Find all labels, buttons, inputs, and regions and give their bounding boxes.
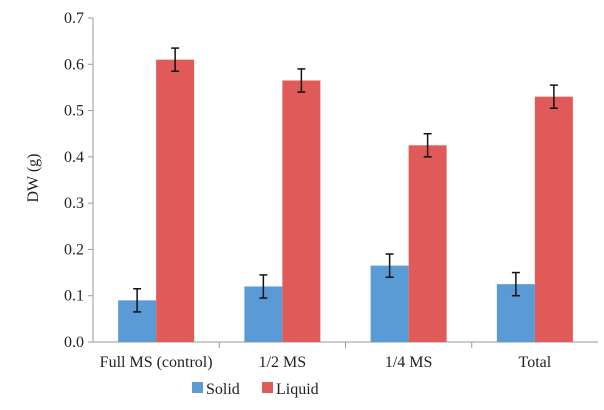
- bar-liquid-1: [156, 59, 195, 343]
- y-tick-label: 0.6: [64, 56, 84, 73]
- x-tick-label: 1/4 MS: [385, 354, 433, 371]
- bar-solid-3: [370, 265, 409, 342]
- x-tick-label: Total: [519, 354, 552, 371]
- bar-liquid-3: [408, 145, 447, 342]
- x-tick-label: 1/2 MS: [259, 354, 307, 371]
- bar-liquid-2: [282, 80, 321, 342]
- error-bars: [133, 47, 558, 313]
- bar-liquid-4: [534, 96, 573, 342]
- y-tick-label: 0.3: [64, 195, 84, 212]
- x-tick-label: Full MS (control): [100, 354, 213, 371]
- legend-label-solid: Solid: [206, 381, 240, 398]
- y-tick-label: 0.2: [64, 241, 84, 258]
- labels: 0.0 0.1 0.2 0.3 0.4 0.5 0.6 0.7 Full MS (control…: [64, 10, 552, 371]
- legend-swatch-liquid: [262, 382, 273, 393]
- legend: Solid Liquid: [192, 381, 319, 398]
- y-tick-label: 0.1: [64, 288, 84, 305]
- y-tick-label: 0.0: [64, 334, 84, 351]
- legend-swatch-solid: [192, 382, 203, 393]
- y-tick-label: 0.7: [64, 10, 84, 27]
- y-axis-title: DW (g): [25, 153, 42, 202]
- y-tick-label: 0.4: [64, 149, 84, 166]
- bars: [118, 59, 573, 343]
- y-tick-label: 0.5: [64, 103, 84, 120]
- legend-label-liquid: Liquid: [276, 381, 319, 398]
